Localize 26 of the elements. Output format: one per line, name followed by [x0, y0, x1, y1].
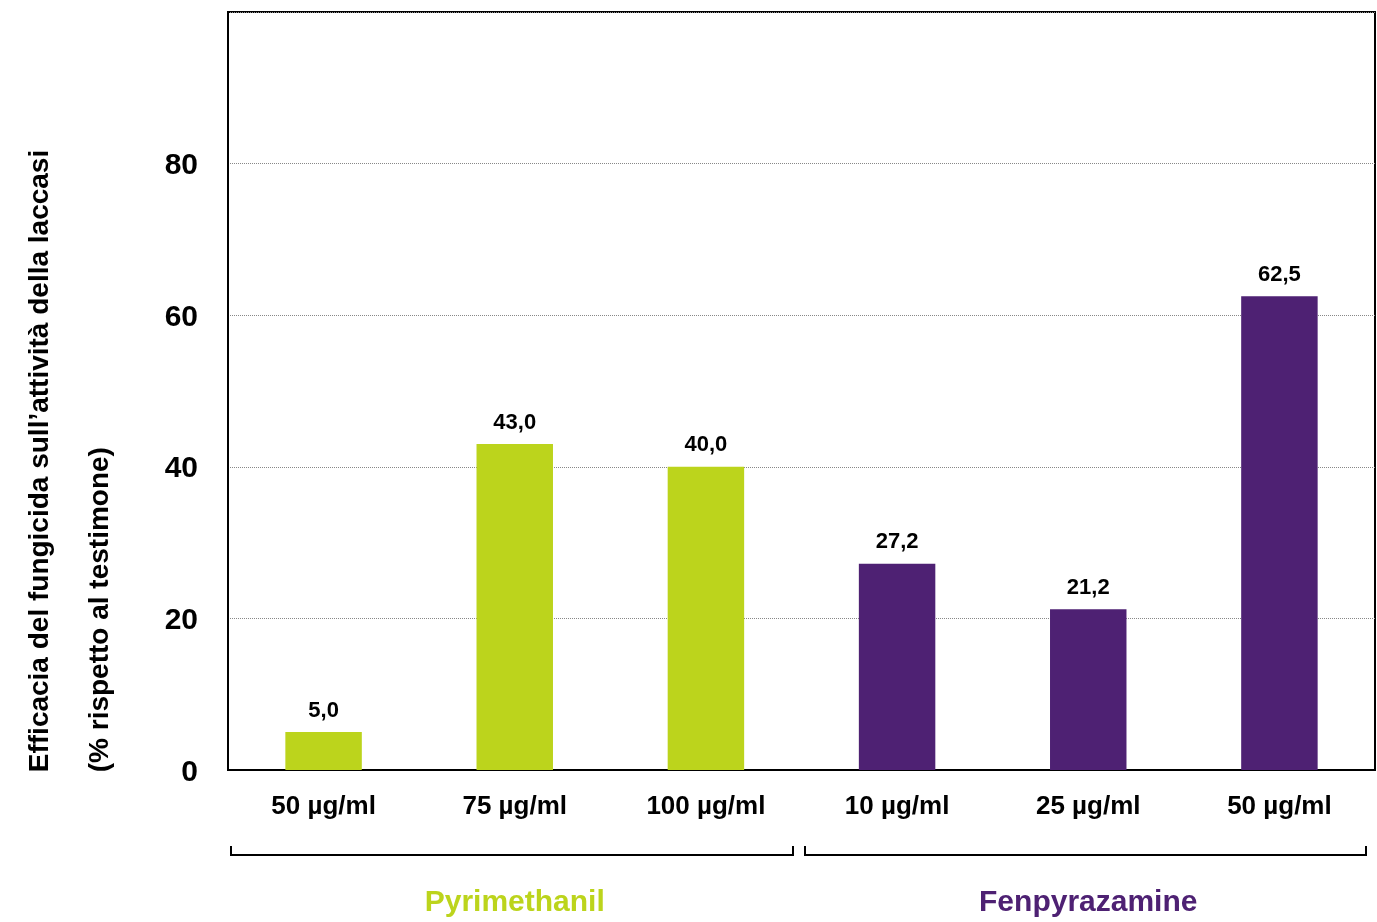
x-tick-label: 25 µg/ml: [1035, 790, 1141, 820]
bar: [285, 732, 362, 770]
x-tick-label: 100 µg/ml: [646, 790, 766, 820]
x-tick-label: 50 µg/ml: [271, 790, 376, 820]
x-tick-label: 10 µg/ml: [844, 790, 950, 820]
y-tick-label: 80: [164, 147, 198, 181]
data-label: 5,0: [308, 696, 339, 722]
bar: [1050, 609, 1127, 770]
y-tick-label: 20: [164, 601, 198, 635]
bar: [667, 466, 745, 770]
x-tick-label: 75 µg/ml: [462, 790, 568, 820]
bar: [476, 444, 553, 770]
bar: [1241, 296, 1318, 770]
y-tick-label: 0: [181, 753, 198, 787]
data-label: 40,0: [684, 431, 728, 457]
text: Fenpyrazamine: [979, 883, 1198, 917]
data-label: 27,2: [875, 528, 919, 554]
data-label: 62,5: [1258, 260, 1301, 286]
bar: [858, 563, 936, 770]
text: Pyrimethanil: [424, 883, 605, 917]
data-label: 21,2: [1066, 573, 1110, 599]
y-axis-title: Efficacia del fungicida sull’attività della laccasi (% rispetto al testimone): [22, 149, 114, 773]
y-tick-label: 40: [164, 450, 198, 484]
x-tick-label: 50 µg/ml: [1227, 790, 1332, 820]
y-tick-label: 60: [164, 298, 198, 332]
data-label: 43,0: [493, 408, 537, 434]
